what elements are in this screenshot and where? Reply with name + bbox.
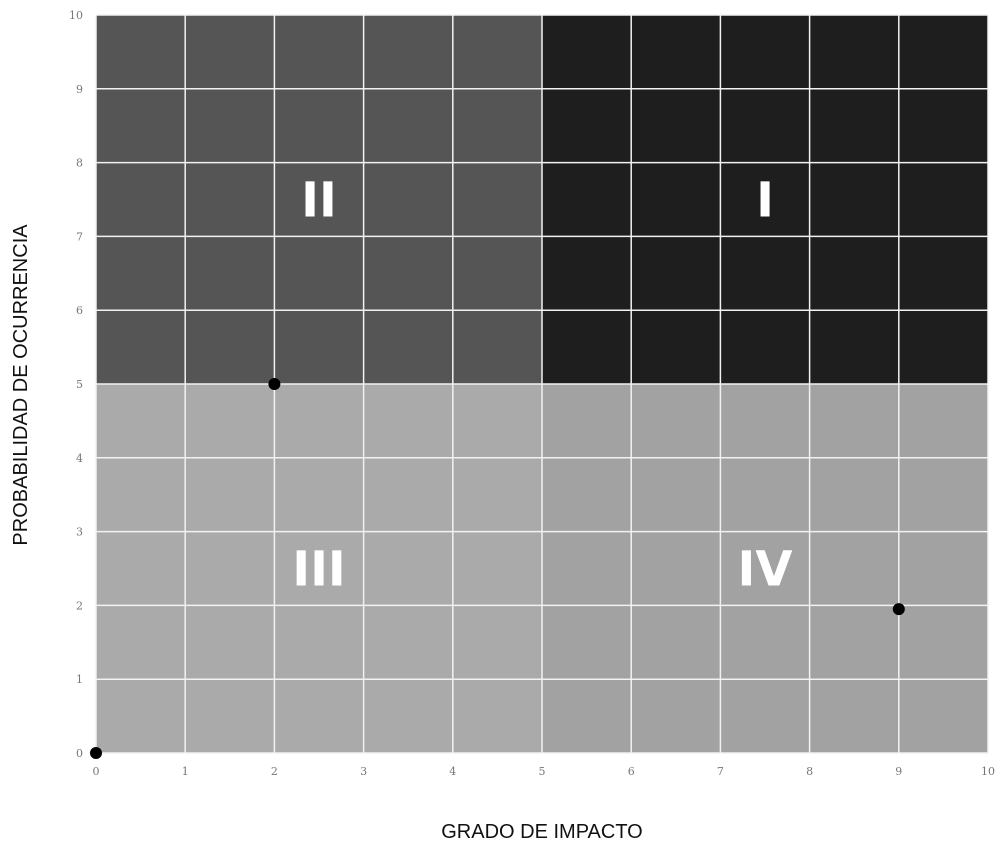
- data-points: [90, 378, 905, 759]
- x-tick-label: 8: [806, 765, 813, 778]
- y-tick-label: 1: [76, 673, 83, 686]
- y-axis-ticks: 0 1 2 3 4 5 6 7 8 9 10: [69, 9, 83, 760]
- data-point: [268, 378, 281, 390]
- quadrant-backgrounds: [96, 15, 988, 753]
- quadrant-label-ii: II: [301, 173, 337, 229]
- data-point: [90, 747, 102, 759]
- quadrant-iii-region: [96, 384, 542, 753]
- x-tick-label: 7: [717, 765, 724, 778]
- y-tick-label: 7: [76, 230, 83, 243]
- quadrant-i-region: [542, 15, 988, 384]
- x-tick-label: 3: [360, 765, 367, 778]
- quadrant-iv-region: [542, 384, 988, 753]
- y-tick-label: 6: [76, 304, 83, 317]
- y-axis-label: PROBABILIDAD DE OCURRENCIA: [10, 224, 32, 546]
- y-tick-label: 2: [76, 599, 83, 612]
- x-axis-label: GRADO DE IMPACTO: [441, 821, 643, 843]
- x-tick-label: 6: [628, 765, 635, 778]
- data-point: [892, 603, 905, 616]
- quadrant-ii-region: [96, 15, 542, 384]
- x-axis-ticks: 0 1 2 3 4 5 6 7 8 9 10: [93, 765, 996, 778]
- x-tick-label: 0: [93, 765, 100, 778]
- y-tick-label: 3: [76, 526, 83, 539]
- y-tick-label: 5: [76, 378, 83, 391]
- quadrant-label-iv: IV: [737, 542, 792, 598]
- x-tick-label: 9: [895, 765, 902, 778]
- y-tick-label: 4: [76, 452, 83, 465]
- x-tick-label: 1: [182, 765, 189, 778]
- y-tick-label: 0: [76, 747, 83, 760]
- y-tick-label: 10: [69, 9, 83, 22]
- quadrant-label-i: I: [756, 173, 774, 229]
- x-tick-label: 2: [271, 765, 278, 778]
- y-tick-label: 9: [76, 83, 83, 96]
- x-tick-label: 5: [539, 765, 546, 778]
- x-tick-label: 10: [981, 765, 995, 778]
- x-tick-label: 4: [449, 765, 456, 778]
- grid-lines: [95, 14, 989, 754]
- y-tick-label: 8: [76, 157, 83, 170]
- quadrant-label-iii: III: [292, 542, 346, 598]
